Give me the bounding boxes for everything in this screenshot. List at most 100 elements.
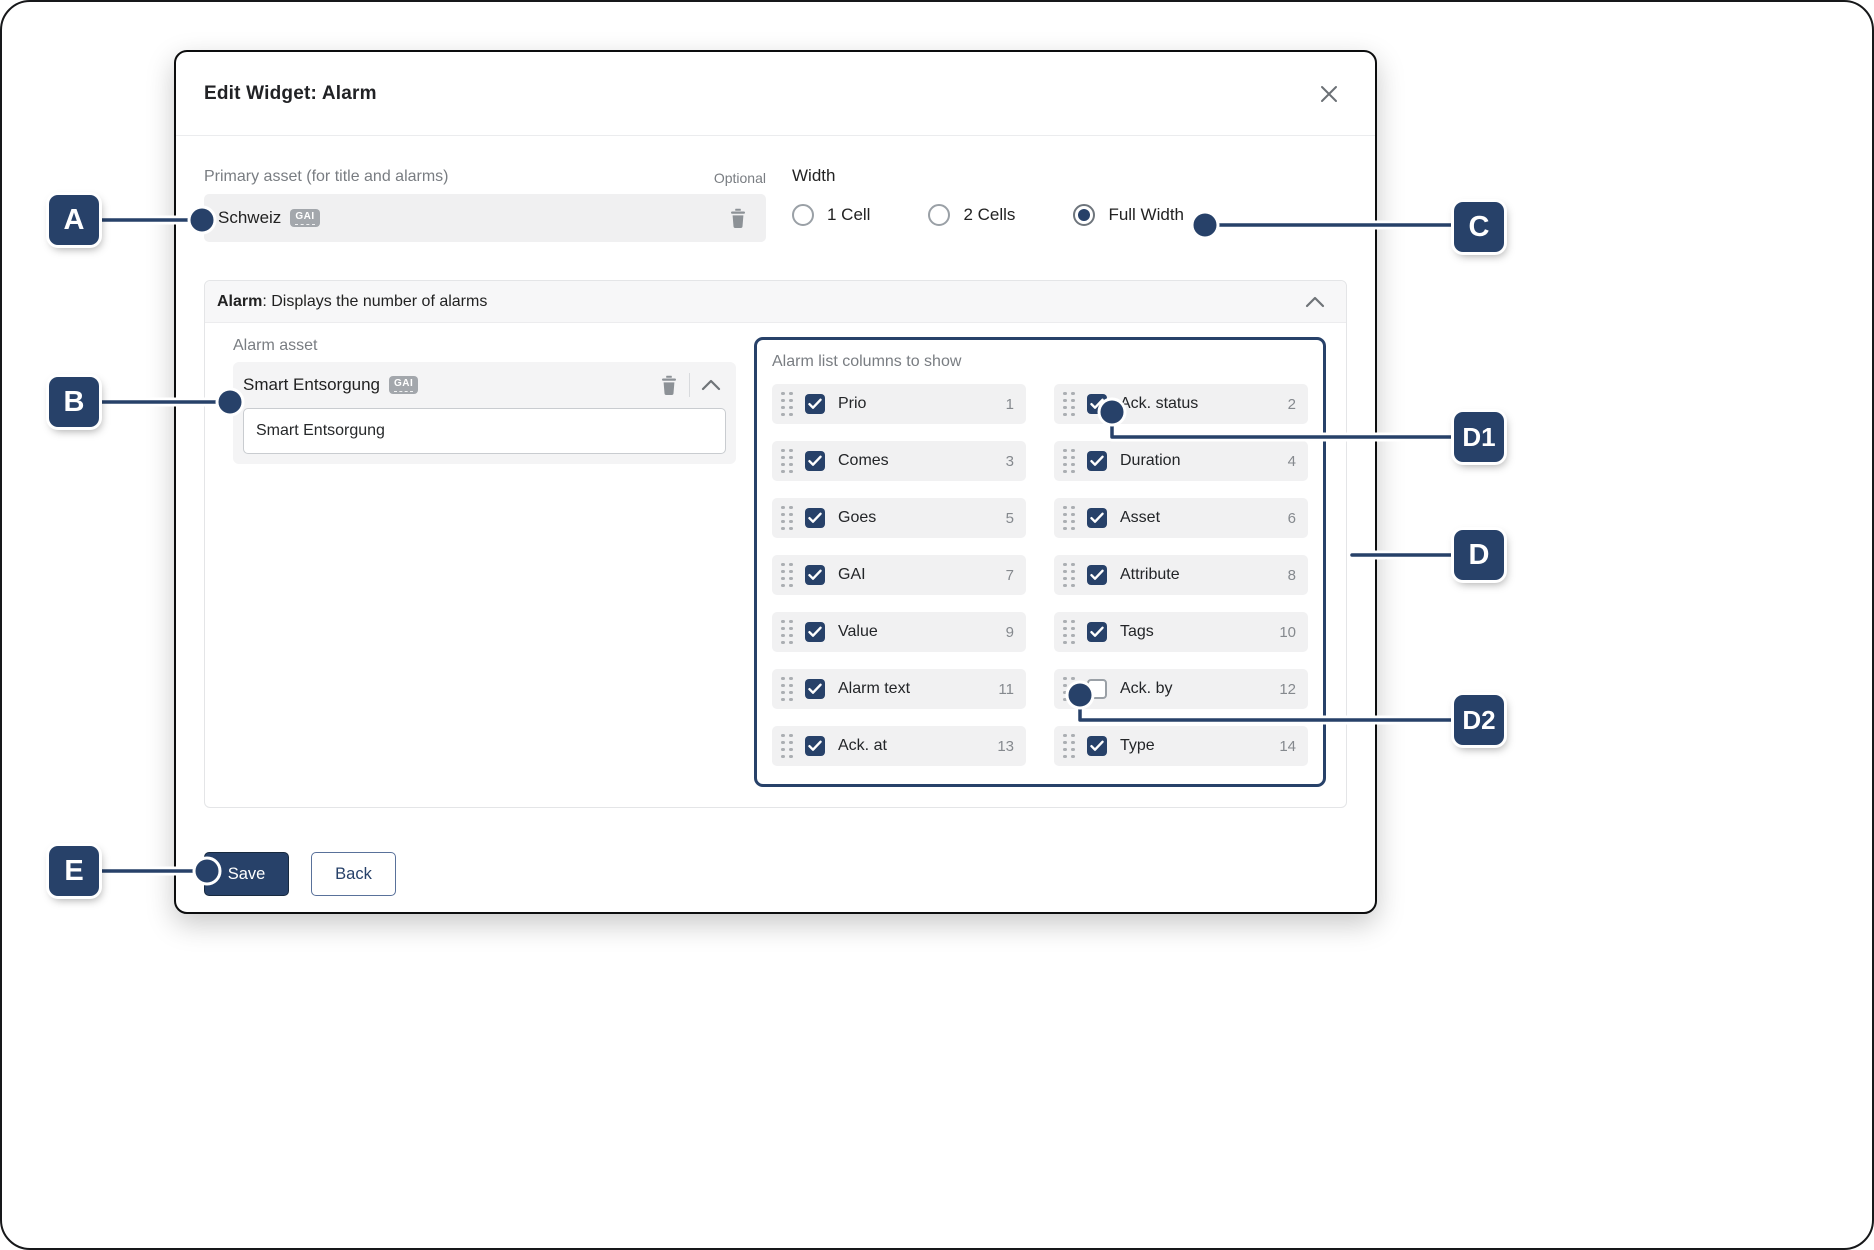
column-order: 6 xyxy=(1287,509,1296,527)
checkbox-checked-icon[interactable] xyxy=(1087,565,1107,585)
column-label: GAI xyxy=(838,566,866,583)
annotation-label-d2: D2 xyxy=(1454,695,1504,745)
column-label: Type xyxy=(1120,737,1155,754)
column-label: Duration xyxy=(1120,452,1181,469)
column-item-type[interactable]: Type 14 xyxy=(1054,726,1308,766)
alarm-asset-header[interactable]: Smart Entsorgung GAI xyxy=(233,362,736,408)
column-label: Value xyxy=(838,623,878,640)
close-icon[interactable] xyxy=(1313,78,1345,110)
collapse-chevron-up-icon[interactable] xyxy=(1304,295,1326,309)
column-item-tags[interactable]: Tags 10 xyxy=(1054,612,1308,652)
alarm-asset-label: Alarm asset xyxy=(233,337,318,354)
checkbox-unchecked-icon[interactable] xyxy=(1087,679,1107,699)
primary-asset-block: Primary asset (for title and alarms) Opt… xyxy=(204,164,766,242)
dialog-title: Edit Widget: Alarm xyxy=(204,82,377,104)
chevron-up-icon[interactable] xyxy=(696,374,726,396)
drag-handle-icon[interactable] xyxy=(1063,562,1075,588)
drag-handle-icon[interactable] xyxy=(781,562,793,588)
column-order: 1 xyxy=(1005,395,1014,413)
checkbox-checked-icon[interactable] xyxy=(805,679,825,699)
width-option-full-width[interactable]: Full Width xyxy=(1073,204,1184,226)
checkbox-checked-icon[interactable] xyxy=(1087,451,1107,471)
column-item-ack-at[interactable]: Ack. at 13 xyxy=(772,726,1026,766)
column-item-ack-status[interactable]: Ack. status 2 xyxy=(1054,384,1308,424)
column-order: 3 xyxy=(1005,452,1014,470)
drag-handle-icon[interactable] xyxy=(781,619,793,645)
annotation-label-c: C xyxy=(1454,202,1504,252)
column-label: Goes xyxy=(838,509,877,526)
column-item-ack-by[interactable]: Ack. by 12 xyxy=(1054,669,1308,709)
columns-panel-label: Alarm list columns to show xyxy=(772,353,962,370)
save-button[interactable]: Save xyxy=(204,852,289,896)
back-button[interactable]: Back xyxy=(311,852,396,896)
width-block: Width 1 Cell 2 Cells Full Width xyxy=(792,164,1347,242)
column-order: 8 xyxy=(1287,566,1296,584)
trash-icon[interactable] xyxy=(655,370,683,400)
width-option-2-cells[interactable]: 2 Cells xyxy=(928,204,1015,226)
checkbox-checked-icon[interactable] xyxy=(1087,394,1107,414)
drag-handle-icon[interactable] xyxy=(781,505,793,531)
checkbox-checked-icon[interactable] xyxy=(805,451,825,471)
alarm-asset-block: Alarm asset Smart Entsorgung GAI xyxy=(233,337,736,464)
column-label: Alarm text xyxy=(838,680,911,697)
primary-asset-value: Schweiz xyxy=(218,208,282,227)
column-label: Ack. at xyxy=(838,737,887,754)
column-label: Comes xyxy=(838,452,889,469)
column-order: 4 xyxy=(1287,452,1296,470)
drag-handle-icon[interactable] xyxy=(781,391,793,417)
column-item-goes[interactable]: Goes 5 xyxy=(772,498,1026,538)
checkbox-checked-icon[interactable] xyxy=(1087,508,1107,528)
primary-asset-field[interactable]: Schweiz GAI xyxy=(204,194,766,242)
drag-handle-icon[interactable] xyxy=(781,733,793,759)
column-order: 13 xyxy=(997,737,1014,755)
column-order: 10 xyxy=(1279,623,1296,641)
drag-handle-icon[interactable] xyxy=(1063,619,1075,645)
column-label: Asset xyxy=(1120,509,1161,526)
alarm-asset-input[interactable] xyxy=(243,408,726,454)
optional-label: Optional xyxy=(713,170,766,186)
column-label: Prio xyxy=(838,395,867,412)
radio-selected-icon[interactable] xyxy=(1073,204,1096,226)
drag-handle-icon[interactable] xyxy=(781,676,793,702)
drag-handle-icon[interactable] xyxy=(1063,391,1075,417)
alarm-section-title: Alarm: Displays the number of alarms xyxy=(217,292,488,310)
alarm-asset-card: Smart Entsorgung GAI xyxy=(233,362,736,464)
annotation-label-e: E xyxy=(49,846,99,896)
gai-badge: GAI xyxy=(389,376,419,394)
column-item-comes[interactable]: Comes 3 xyxy=(772,441,1026,481)
width-label: Width xyxy=(792,166,836,185)
column-item-value[interactable]: Value 9 xyxy=(772,612,1026,652)
alarm-section-header[interactable]: Alarm: Displays the number of alarms xyxy=(205,281,1346,323)
checkbox-checked-icon[interactable] xyxy=(1087,736,1107,756)
column-item-duration[interactable]: Duration 4 xyxy=(1054,441,1308,481)
trash-icon[interactable] xyxy=(724,203,752,233)
column-order: 9 xyxy=(1005,623,1014,641)
column-order: 14 xyxy=(1279,737,1296,755)
divider xyxy=(689,373,690,397)
radio-label: Full Width xyxy=(1108,205,1185,224)
checkbox-checked-icon[interactable] xyxy=(805,508,825,528)
width-option-1-cell[interactable]: 1 Cell xyxy=(792,204,870,226)
checkbox-checked-icon[interactable] xyxy=(805,622,825,642)
columns-grid: Prio 1 Ack. status 2 Comes 3 Duration 4 Goes 5 Ass… xyxy=(772,384,1308,766)
edit-widget-dialog: Edit Widget: Alarm Primary asset (for ti… xyxy=(174,50,1377,914)
annotation-label-a: A xyxy=(49,195,99,245)
column-item-asset[interactable]: Asset 6 xyxy=(1054,498,1308,538)
drag-handle-icon[interactable] xyxy=(1063,676,1075,702)
checkbox-checked-icon[interactable] xyxy=(805,394,825,414)
checkbox-checked-icon[interactable] xyxy=(805,736,825,756)
checkbox-checked-icon[interactable] xyxy=(805,565,825,585)
checkbox-checked-icon[interactable] xyxy=(1087,622,1107,642)
radio-icon[interactable] xyxy=(792,204,814,226)
drag-handle-icon[interactable] xyxy=(781,448,793,474)
radio-icon[interactable] xyxy=(928,204,951,226)
column-item-attribute[interactable]: Attribute 8 xyxy=(1054,555,1308,595)
drag-handle-icon[interactable] xyxy=(1063,448,1075,474)
drag-handle-icon[interactable] xyxy=(1063,505,1075,531)
column-item-prio[interactable]: Prio 1 xyxy=(772,384,1026,424)
gai-badge: GAI xyxy=(290,209,320,227)
column-item-alarm-text[interactable]: Alarm text 11 xyxy=(772,669,1026,709)
column-item-gai[interactable]: GAI 7 xyxy=(772,555,1026,595)
drag-handle-icon[interactable] xyxy=(1063,733,1075,759)
column-order: 2 xyxy=(1287,395,1296,413)
